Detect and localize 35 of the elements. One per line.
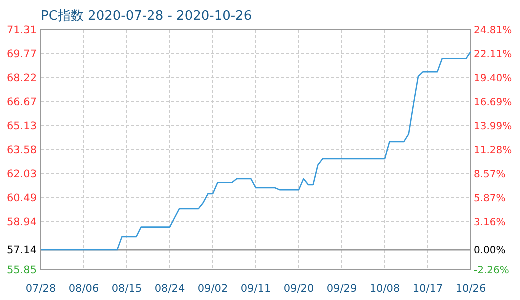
x-tick-label: 08/15 <box>112 283 142 295</box>
y-tick-label: 62.03 <box>6 168 37 181</box>
x-tick-label: 10/17 <box>412 283 444 295</box>
x-tick-label: 08/24 <box>154 283 186 295</box>
y2-tick-label: 24.81% <box>474 26 512 36</box>
x-tick-label: 09/29 <box>326 283 358 295</box>
y-tick-label: 60.49 <box>6 192 37 205</box>
y-tick-label: 63.58 <box>6 144 37 157</box>
y2-tick-label: 11.28% <box>474 145 512 156</box>
chart-title: PC指数 2020-07-28 - 2020-10-26 <box>41 9 252 24</box>
x-tick-label: 09/11 <box>240 283 272 295</box>
line-series <box>40 51 472 251</box>
x-tick-label: 10/08 <box>370 283 400 295</box>
y-tick-label: 66.67 <box>6 96 37 109</box>
y2-tick-label: 5.87% <box>474 193 506 204</box>
x-tick-label: 09/20 <box>284 283 314 295</box>
y-tick-label: 68.22 <box>6 72 37 85</box>
y2-tick-label: -2.26% <box>474 266 510 276</box>
x-tick-label: 08/06 <box>68 283 100 295</box>
x-tick-label: 10/26 <box>456 283 486 295</box>
y2-tick-label: 3.16% <box>474 217 506 228</box>
y-tick-label: 55.85 <box>6 264 37 277</box>
y-tick-label: 58.94 <box>6 216 38 229</box>
y-tick-label: 71.31 <box>6 24 37 37</box>
y-tick-label: 57.14 <box>6 244 38 257</box>
y2-tick-label: 0.00% <box>474 245 506 256</box>
x-tick-label: 09/02 <box>198 283 228 295</box>
y-tick-label: 65.13 <box>6 120 37 133</box>
x-tick-label: 07/28 <box>26 283 56 295</box>
y-tick-label: 69.77 <box>6 48 37 61</box>
y2-tick-label: 13.99% <box>474 121 512 132</box>
y2-tick-label: 8.57% <box>474 169 506 180</box>
y2-tick-label: 16.69% <box>474 97 512 108</box>
y2-tick-label: 19.40% <box>474 73 512 84</box>
y2-tick-label: 22.11% <box>474 49 512 60</box>
